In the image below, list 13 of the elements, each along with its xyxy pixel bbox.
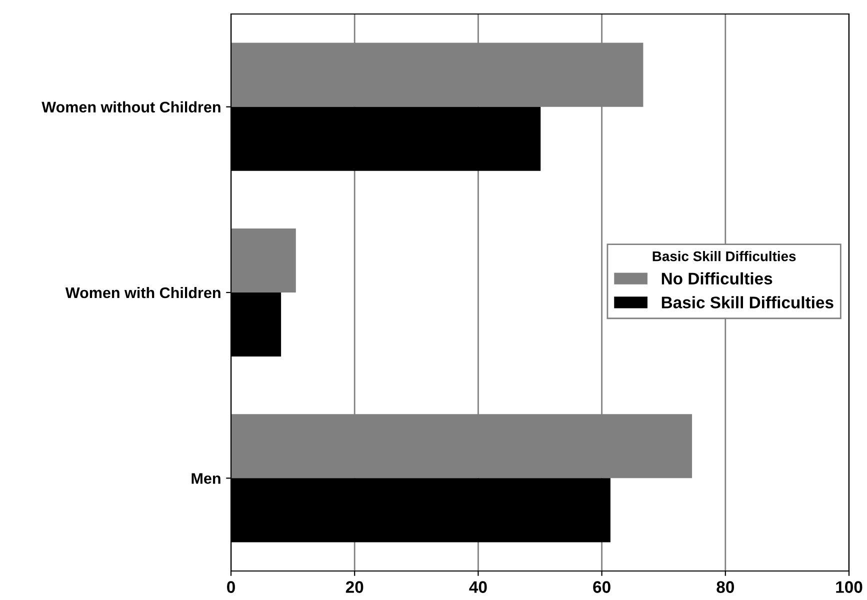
legend-label: No Difficulties <box>662 272 772 285</box>
y-tick-label: Women without Children <box>42 101 220 113</box>
legend-title: Basic Skill Difficulties <box>652 251 796 262</box>
bar <box>231 228 296 292</box>
x-tick-label: 40 <box>469 581 487 593</box>
x-tick-label: 20 <box>346 581 364 593</box>
y-tick-label: Men <box>192 473 220 484</box>
x-tick-label: 80 <box>716 581 734 593</box>
x-tick-label: 0 <box>227 581 235 593</box>
legend-label: Basic Skill Difficulties <box>662 296 834 308</box>
x-tick-label: 100 <box>836 581 862 593</box>
y-tick-label: Women with Children <box>65 286 220 298</box>
x-tick-label: 60 <box>593 581 610 593</box>
